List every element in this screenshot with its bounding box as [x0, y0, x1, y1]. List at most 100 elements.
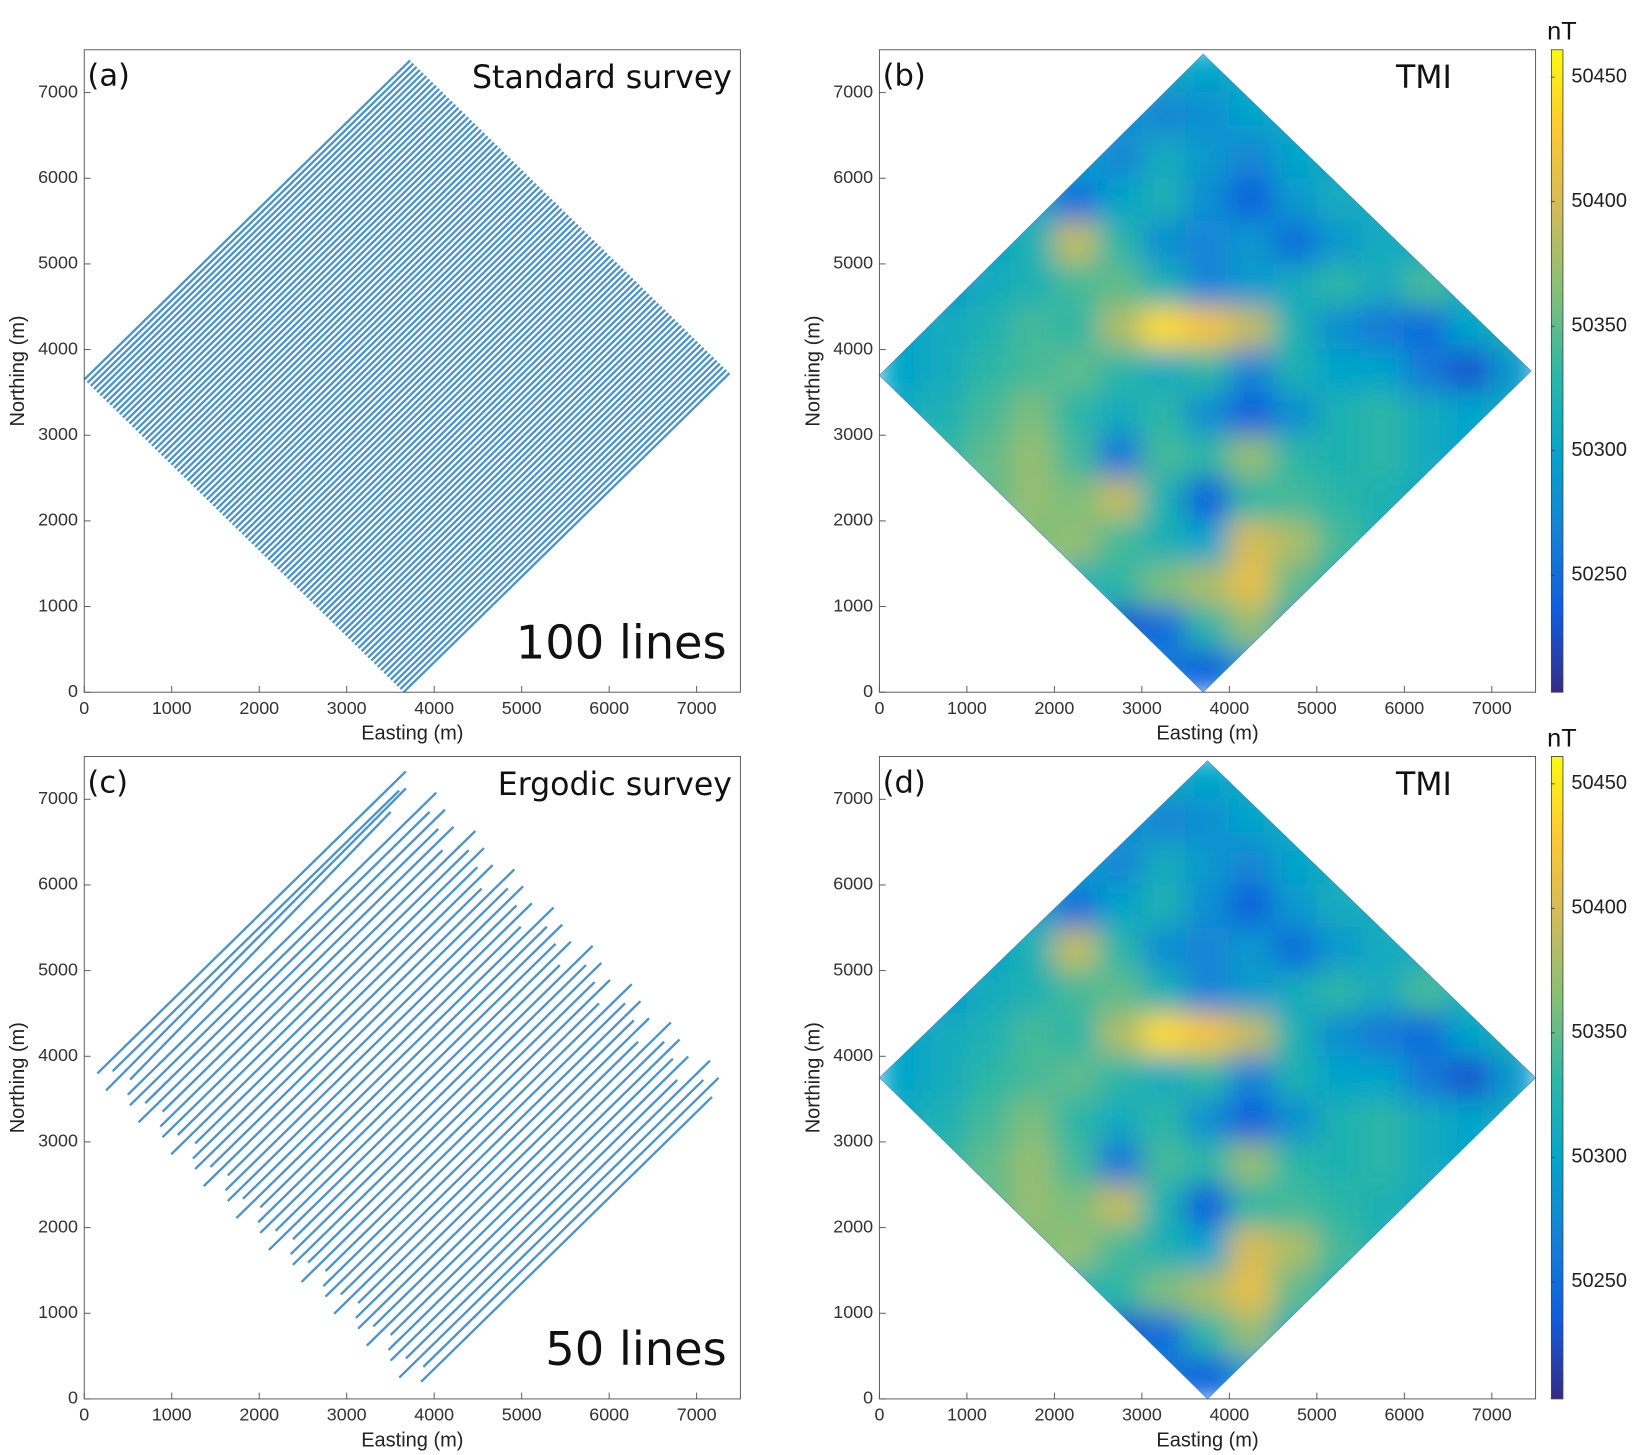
flight-line [328, 299, 657, 621]
flight-line [160, 135, 489, 457]
tmi-cell [1228, 220, 1274, 265]
flight-line [341, 312, 670, 634]
tmi-cell [922, 349, 968, 393]
tmi-cell [1097, 349, 1143, 393]
tmi-cell [1228, 1098, 1274, 1143]
y-tick-label: 0 [863, 681, 873, 701]
tmi-cell [1360, 434, 1405, 479]
tmi-cell [1316, 970, 1362, 1014]
x-tick-label: 4000 [1209, 698, 1249, 718]
flight-line [176, 151, 505, 472]
flight-line [254, 227, 582, 548]
flight-line [144, 119, 473, 441]
flight-line [322, 293, 650, 615]
tmi-cell [1272, 349, 1318, 393]
tmi-cell [1185, 1269, 1230, 1314]
tmi-cell [1141, 306, 1187, 351]
flight-line [170, 144, 499, 466]
tmi-cell [1141, 1184, 1187, 1229]
panel: 100 lines 0 1000 2000 3000 4000 5000 6000 7000 0 1… [7, 49, 741, 745]
tmi-cell [1272, 434, 1318, 479]
y-tick-label: 4000 [833, 338, 873, 358]
tmi-cell [1228, 970, 1274, 1014]
panel: 50250 50300 50350 50400 50450 nT 0 1000 2000 3000… [802, 724, 1627, 1451]
tmi-cell [1447, 1055, 1493, 1100]
x-axis-label: Easting (m) [361, 723, 463, 745]
tmi-cell [1228, 927, 1274, 972]
colorbar-tick-label: 50300 [1571, 439, 1627, 461]
tmi-cell [1316, 1012, 1362, 1057]
tmi-cell [1053, 220, 1099, 265]
tmi-cell [1097, 1012, 1143, 1057]
flight-line [357, 1017, 650, 1304]
flight-line [186, 160, 515, 482]
tmi-cell [1272, 477, 1318, 522]
flight-line [315, 287, 644, 608]
flight-line [312, 283, 640, 605]
flight-line [180, 154, 508, 476]
tmi-cell [1010, 434, 1055, 479]
tmi-cell [1360, 1055, 1405, 1100]
tmi-cell [1272, 970, 1318, 1014]
tmi-cell [1010, 1012, 1055, 1057]
flight-line [118, 94, 447, 416]
y-tick-label: 5000 [38, 959, 78, 979]
panel-label: (a) [87, 59, 130, 94]
flight-line [357, 328, 686, 649]
x-tick-label: 6000 [589, 1405, 629, 1425]
tmi-cell [1010, 263, 1055, 308]
tmi-cell [1185, 606, 1230, 650]
tmi-cell [1272, 1227, 1318, 1271]
tmi-cell [1185, 970, 1230, 1014]
flight-line [289, 964, 587, 1255]
flight-line [351, 321, 679, 643]
flight-line [241, 214, 570, 536]
tmi-cell [1053, 1012, 1099, 1057]
flight-line [196, 170, 524, 491]
flight-line [238, 211, 566, 533]
flight-line [289, 261, 618, 583]
tmi-cell [1185, 134, 1230, 179]
flight-line [318, 290, 647, 611]
colorbar-tick-label: 50400 [1571, 190, 1627, 212]
flight-line [131, 107, 460, 428]
colorbar-label: nT [1547, 18, 1577, 46]
tmi-cell [1360, 306, 1405, 351]
flight-line [339, 1000, 642, 1296]
tmi-cell [1228, 1012, 1274, 1057]
flight-line [176, 849, 470, 1136]
y-tick-label: 6000 [38, 874, 78, 894]
flight-line [273, 245, 602, 567]
flight-line [383, 353, 711, 675]
flight-line [292, 945, 594, 1241]
panel: 50 lines 0 1000 2000 3000 4000 5000 6000 7000 0 10… [7, 755, 741, 1451]
y-axis-label: Northing (m) [802, 1022, 824, 1133]
flight-line [209, 182, 537, 504]
y-tick-label: 7000 [833, 788, 873, 808]
flight-line [402, 372, 731, 694]
x-tick-label: 6000 [1384, 698, 1424, 718]
y-tick-label: 1000 [38, 1302, 78, 1322]
x-tick-label: 4000 [1209, 1405, 1249, 1425]
tmi-cell [1185, 1055, 1230, 1100]
x-tick-label: 1000 [152, 1405, 192, 1425]
tmi-cell [1053, 391, 1099, 436]
tmi-cell [1053, 1055, 1099, 1100]
flight-line [112, 88, 440, 409]
y-tick-label: 1000 [833, 595, 873, 615]
flight-line [259, 942, 557, 1234]
tmi-cell [1097, 884, 1143, 929]
flight-line [83, 59, 411, 381]
tmi-cell [1141, 1012, 1187, 1057]
tmi-cell [1228, 1141, 1274, 1186]
tmi-cell [1228, 349, 1274, 393]
tmi-cell [1010, 1098, 1055, 1143]
survey-outline [878, 53, 1532, 693]
x-tick-label: 3000 [1122, 1405, 1162, 1425]
tmi-cell [1185, 306, 1230, 351]
flight-line [151, 125, 479, 447]
x-tick-label: 2000 [1034, 698, 1074, 718]
tmi-cell [966, 1012, 1012, 1057]
flight-line [228, 201, 557, 523]
